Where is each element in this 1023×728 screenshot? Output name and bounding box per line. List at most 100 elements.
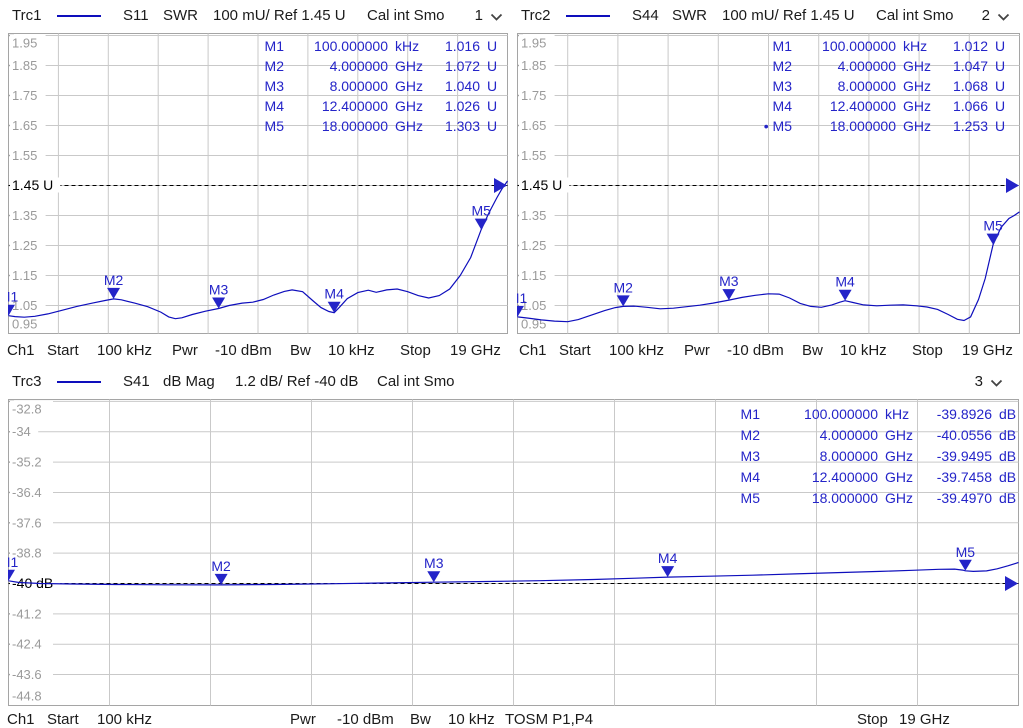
- marker-frequency: 8.000000: [329, 78, 388, 94]
- marker-M1[interactable]: M1: [8, 554, 18, 581]
- channel-label[interactable]: Ch1: [519, 342, 547, 359]
- marker-table-row: • M5 18.000000 GHz 1.253 U: [758, 116, 1010, 136]
- power-value[interactable]: -10 dBm: [727, 342, 784, 359]
- stop-label[interactable]: Stop: [400, 342, 431, 359]
- marker-triangle-icon[interactable]: [327, 301, 341, 313]
- start-label[interactable]: Start: [47, 711, 79, 728]
- marker-M1[interactable]: M1: [8, 289, 18, 316]
- marker-triangle-icon[interactable]: [838, 289, 852, 301]
- scale-label-1[interactable]: 100 mU/ Ref 1.45 U: [213, 7, 346, 24]
- marker-triangle-icon[interactable]: [986, 233, 1000, 245]
- channel-label[interactable]: Ch1: [7, 342, 35, 359]
- marker-triangle-icon[interactable]: [107, 287, 121, 299]
- marker-M3[interactable]: M3: [209, 282, 229, 309]
- marker-triangle-icon[interactable]: [958, 559, 972, 571]
- ref-level-arrow-icon[interactable]: [1006, 178, 1019, 193]
- stop-label[interactable]: Stop: [857, 711, 888, 728]
- plot-area-3[interactable]: -32.8-34-35.2-36.4-37.6-38.8-40 dB-41.2-…: [8, 399, 1019, 706]
- trace-name-3[interactable]: Trc3: [12, 373, 42, 390]
- power-label[interactable]: Pwr: [684, 342, 710, 359]
- ref-level-label: 1.45 U: [12, 177, 53, 193]
- trace-line: [8, 561, 1019, 586]
- power-label[interactable]: Pwr: [172, 342, 198, 359]
- marker-M5[interactable]: M5: [956, 544, 976, 571]
- marker-triangle-icon[interactable]: [8, 304, 16, 316]
- marker-name: M3: [740, 448, 760, 464]
- calibration-label-1[interactable]: Cal int Smo: [367, 7, 445, 24]
- start-value[interactable]: 100 kHz: [609, 342, 665, 359]
- marker-triangle-icon[interactable]: [517, 305, 525, 317]
- chevron-down-icon[interactable]: [997, 13, 1010, 22]
- marker-triangle-icon[interactable]: [427, 571, 441, 583]
- marker-M3[interactable]: M3: [424, 555, 444, 583]
- scale-label-3[interactable]: 1.2 dB/ Ref -40 dB: [235, 373, 359, 390]
- format-label-1[interactable]: SWR: [163, 7, 198, 24]
- start-value[interactable]: 100 kHz: [97, 342, 153, 359]
- marker-label: M5: [956, 544, 976, 560]
- marker-triangle-icon[interactable]: [8, 569, 16, 581]
- stop-value[interactable]: 19 GHz: [962, 342, 1013, 359]
- marker-triangle-icon[interactable]: [722, 289, 736, 301]
- power-value[interactable]: -10 dBm: [215, 342, 272, 359]
- marker-triangle-icon[interactable]: [214, 573, 228, 585]
- ref-level-arrow-icon[interactable]: [1005, 576, 1018, 591]
- format-label-2[interactable]: SWR: [672, 7, 707, 24]
- marker-triangle-icon[interactable]: [661, 566, 675, 578]
- trace-name-2[interactable]: Trc2: [521, 7, 551, 24]
- marker-M5[interactable]: M5: [472, 203, 492, 230]
- channel-number-2[interactable]: 2: [981, 7, 990, 24]
- marker-frequency-unit: kHz: [903, 38, 928, 54]
- trace-name-1[interactable]: Trc1: [12, 7, 42, 24]
- stop-label[interactable]: Stop: [912, 342, 943, 359]
- chevron-down-icon[interactable]: [490, 13, 503, 22]
- measurement-label-2[interactable]: S44: [632, 7, 659, 24]
- bandwidth-label[interactable]: Bw: [802, 342, 823, 359]
- stop-value[interactable]: 19 GHz: [450, 342, 501, 359]
- scale-label-2[interactable]: 100 mU/ Ref 1.45 U: [722, 7, 855, 24]
- calibration-label-2[interactable]: Cal int Smo: [876, 7, 954, 24]
- calibration-label-3[interactable]: Cal int Smo: [377, 373, 455, 390]
- start-value[interactable]: 100 kHz: [97, 711, 153, 728]
- bandwidth-label[interactable]: Bw: [290, 342, 311, 359]
- chevron-down-icon[interactable]: [990, 379, 1003, 388]
- bandwidth-value[interactable]: 10 kHz: [328, 342, 375, 359]
- marker-name: • M5: [763, 118, 792, 134]
- marker-M4[interactable]: M4: [324, 286, 344, 313]
- marker-M3[interactable]: M3: [719, 273, 739, 301]
- start-label[interactable]: Start: [47, 342, 79, 359]
- calibration-standard-label[interactable]: TOSM P1,P4: [505, 711, 594, 728]
- marker-table-row: M3 8.000000 GHz 1.040 U: [250, 76, 502, 96]
- marker-M2[interactable]: M2: [613, 279, 633, 307]
- channel-selector-3[interactable]: 3: [975, 373, 1003, 390]
- stop-value[interactable]: 19 GHz: [899, 711, 950, 728]
- channel-selector-1[interactable]: 1: [475, 7, 503, 24]
- marker-M4[interactable]: M4: [658, 550, 678, 578]
- bandwidth-label[interactable]: Bw: [410, 711, 431, 728]
- marker-triangle-icon[interactable]: [212, 297, 226, 309]
- marker-triangle-icon[interactable]: [474, 218, 488, 230]
- marker-M2[interactable]: M2: [104, 272, 124, 299]
- format-label-3[interactable]: dB Mag: [163, 373, 215, 390]
- plot-area-1[interactable]: 1.95 1.85 1.75 1.65 1.55 1.45 U 1.35 1.25 1.15 1.…: [8, 33, 508, 334]
- ref-level-arrow-icon[interactable]: [494, 178, 507, 193]
- plot-area-2[interactable]: 1.95 1.85 1.75 1.65 1.55 1.45 U 1.35 1.25 1.15 1.…: [517, 33, 1020, 334]
- marker-M4[interactable]: M4: [835, 274, 855, 301]
- axis-label-mask: [10, 666, 53, 682]
- channel-number-3[interactable]: 3: [974, 373, 983, 390]
- channel-number-1[interactable]: 1: [474, 7, 483, 24]
- marker-M1[interactable]: M1: [517, 290, 527, 317]
- marker-triangle-icon[interactable]: [616, 295, 630, 307]
- channel-selector-2[interactable]: 2: [982, 7, 1010, 24]
- marker-M5[interactable]: M5: [983, 218, 1003, 245]
- axis-label-mask: [519, 297, 555, 313]
- start-label[interactable]: Start: [559, 342, 591, 359]
- bandwidth-value[interactable]: 10 kHz: [840, 342, 887, 359]
- power-value[interactable]: -10 dBm: [337, 711, 394, 728]
- measurement-label-3[interactable]: S41: [123, 373, 150, 390]
- bandwidth-value[interactable]: 10 kHz: [448, 711, 495, 728]
- power-label[interactable]: Pwr: [290, 711, 316, 728]
- marker-frequency-unit: GHz: [395, 78, 423, 94]
- marker-M2[interactable]: M2: [211, 558, 231, 585]
- measurement-label-1[interactable]: S11: [123, 7, 149, 24]
- channel-label[interactable]: Ch1: [7, 711, 35, 728]
